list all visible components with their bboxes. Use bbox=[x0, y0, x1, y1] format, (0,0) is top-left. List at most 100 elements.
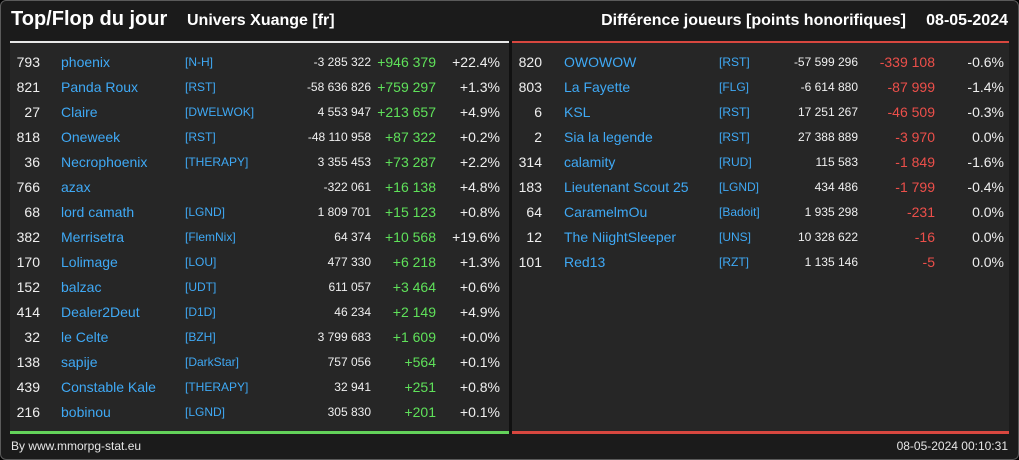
guild-tag-link[interactable]: [LGND] bbox=[185, 205, 226, 219]
guild-tag-link[interactable]: [LGND] bbox=[719, 180, 760, 194]
percent-change: +1.3% bbox=[459, 254, 500, 270]
player-rank: 6 bbox=[534, 104, 542, 120]
honor-points: 477 330 bbox=[327, 255, 371, 269]
guild-tag-link[interactable]: [RST] bbox=[185, 80, 216, 94]
player-name-link[interactable]: La Fayette bbox=[564, 79, 631, 95]
player-name-link[interactable]: OWOWOW bbox=[564, 54, 637, 70]
honor-points: 757 056 bbox=[327, 355, 371, 369]
points-difference: -3 970 bbox=[895, 129, 935, 145]
points-difference: +251 bbox=[404, 379, 436, 395]
guild-tag-link[interactable]: [N-H] bbox=[185, 55, 213, 69]
flop-row: 820 OWOWOW [RST] -57 599 296 -339 108 -0.6% bbox=[512, 50, 1009, 75]
player-name-link[interactable]: Panda Roux bbox=[61, 79, 139, 95]
points-difference: +73 287 bbox=[385, 154, 436, 170]
player-name-link[interactable]: Sia la legende bbox=[564, 129, 653, 145]
guild-tag-link[interactable]: [RST] bbox=[719, 55, 750, 69]
top-panel: 793 phoenix [N-H] -3 285 322 +946 379 +22.4% 8… bbox=[10, 41, 509, 434]
player-name-link[interactable]: KSL bbox=[564, 104, 591, 120]
guild-tag-link[interactable]: [THERAPY] bbox=[185, 155, 249, 169]
honor-points: -322 061 bbox=[323, 180, 371, 194]
guild-tag-link[interactable]: [Badoit] bbox=[719, 205, 760, 219]
guild-tag-link[interactable]: [FlemNix] bbox=[185, 230, 236, 244]
player-name-link[interactable]: Claire bbox=[61, 104, 98, 120]
guild-tag-link[interactable]: [DWELWOK] bbox=[185, 105, 255, 119]
player-name-link[interactable]: Red13 bbox=[564, 254, 606, 270]
guild-tag-link[interactable]: [UDT] bbox=[185, 280, 217, 294]
guild-tag-link[interactable]: [DarkStar] bbox=[185, 355, 240, 369]
player-rank: 382 bbox=[16, 229, 40, 245]
honor-points: 64 374 bbox=[334, 230, 371, 244]
header: Top/Flop du jour Univers Xuange [fr] Dif… bbox=[1, 1, 1018, 39]
flop-row: 12 The NiightSleeper [UNS] 10 328 622 -16 0.0… bbox=[512, 225, 1009, 250]
player-name-link[interactable]: le Celte bbox=[61, 329, 109, 345]
honor-points: 10 328 622 bbox=[797, 230, 858, 244]
player-rank: 32 bbox=[24, 329, 40, 345]
percent-change: 0.0% bbox=[972, 229, 1004, 245]
flop-row: 183 Lieutenant Scout 25 [LGND] 434 486 -1 79… bbox=[512, 175, 1009, 200]
player-rank: 152 bbox=[16, 279, 40, 295]
top-list: 793 phoenix [N-H] -3 285 322 +946 379 +22.4% 8… bbox=[10, 50, 509, 425]
honor-points: -48 110 958 bbox=[307, 130, 371, 144]
universe-label: Univers Xuange [fr] bbox=[187, 12, 335, 29]
player-name-link[interactable]: CaramelmOu bbox=[564, 204, 648, 220]
player-name-link[interactable]: Lolimage bbox=[61, 254, 118, 270]
guild-tag-link[interactable]: [RZT] bbox=[719, 255, 749, 269]
honor-points: 115 583 bbox=[815, 155, 859, 169]
player-rank: 138 bbox=[16, 354, 40, 370]
player-name-link[interactable]: azax bbox=[61, 179, 91, 195]
points-difference: +16 138 bbox=[385, 179, 436, 195]
guild-tag-link[interactable]: [UNS] bbox=[719, 230, 752, 244]
player-rank: 101 bbox=[518, 254, 542, 270]
player-name-link[interactable]: phoenix bbox=[61, 54, 111, 70]
guild-tag-link[interactable]: [BZH] bbox=[185, 330, 216, 344]
player-name-link[interactable]: sapije bbox=[61, 354, 98, 370]
guild-tag-link[interactable]: [LOU] bbox=[185, 255, 217, 269]
guild-tag-link[interactable]: [RST] bbox=[719, 105, 750, 119]
points-difference: +213 657 bbox=[377, 104, 436, 120]
percent-change: +0.2% bbox=[459, 129, 500, 145]
honor-points: 17 251 267 bbox=[797, 105, 858, 119]
guild-tag-link[interactable]: [RST] bbox=[719, 130, 750, 144]
flop-panel: 820 OWOWOW [RST] -57 599 296 -339 108 -0.6% 80… bbox=[512, 41, 1009, 434]
percent-change: -0.4% bbox=[967, 179, 1004, 195]
player-name-link[interactable]: Dealer2Deut bbox=[61, 304, 140, 320]
flop-row: 314 calamity [RUD] 115 583 -1 849 -1.6% bbox=[512, 150, 1009, 175]
honor-points: -57 599 296 bbox=[793, 55, 858, 69]
metric-label: Différence joueurs [points honorifiques] bbox=[601, 12, 906, 29]
player-name-link[interactable]: The NiightSleeper bbox=[564, 229, 677, 245]
honor-points: 611 057 bbox=[328, 280, 372, 294]
points-difference: +15 123 bbox=[385, 204, 436, 220]
player-name-link[interactable]: lord camath bbox=[61, 204, 135, 220]
player-name-link[interactable]: Oneweek bbox=[61, 129, 121, 145]
honor-points: -58 636 826 bbox=[306, 80, 371, 94]
player-name-link[interactable]: calamity bbox=[564, 154, 616, 170]
guild-tag-link[interactable]: [D1D] bbox=[185, 305, 216, 319]
player-rank: 820 bbox=[518, 54, 542, 70]
percent-change: -1.4% bbox=[967, 79, 1004, 95]
top-row: 414 Dealer2Deut [D1D] 46 234 +2 149 +4.9% bbox=[10, 300, 509, 325]
player-rank: 170 bbox=[16, 254, 40, 270]
honor-points: 434 486 bbox=[814, 180, 858, 194]
player-name-link[interactable]: Lieutenant Scout 25 bbox=[564, 179, 689, 195]
guild-tag-link[interactable]: [RST] bbox=[185, 130, 216, 144]
guild-tag-link[interactable]: [FLG] bbox=[719, 80, 750, 94]
player-name-link[interactable]: bobinou bbox=[61, 404, 111, 420]
top-row: 27 Claire [DWELWOK] 4 553 947 +213 657 +4.9% bbox=[10, 100, 509, 125]
player-name-link[interactable]: Merrisetra bbox=[61, 229, 125, 245]
guild-tag-link[interactable]: [LGND] bbox=[185, 405, 226, 419]
percent-change: -0.3% bbox=[967, 104, 1004, 120]
percent-change: +19.6% bbox=[452, 229, 500, 245]
player-name-link[interactable]: Necrophoenix bbox=[61, 154, 148, 170]
player-name-link[interactable]: Constable Kale bbox=[61, 379, 156, 395]
points-difference: -1 799 bbox=[895, 179, 935, 195]
flop-row: 101 Red13 [RZT] 1 135 146 -5 0.0% bbox=[512, 250, 1009, 275]
player-rank: 36 bbox=[24, 154, 40, 170]
guild-tag-link[interactable]: [RUD] bbox=[719, 155, 752, 169]
panel-divider bbox=[509, 41, 512, 434]
player-name-link[interactable]: balzac bbox=[61, 279, 102, 295]
top-row: 138 sapije [DarkStar] 757 056 +564 +0.1% bbox=[10, 350, 509, 375]
top-row: 152 balzac [UDT] 611 057 +3 464 +0.6% bbox=[10, 275, 509, 300]
guild-tag-link[interactable]: [THERAPY] bbox=[185, 380, 249, 394]
honor-points: 3 355 453 bbox=[317, 155, 371, 169]
honor-points: 46 234 bbox=[334, 305, 371, 319]
